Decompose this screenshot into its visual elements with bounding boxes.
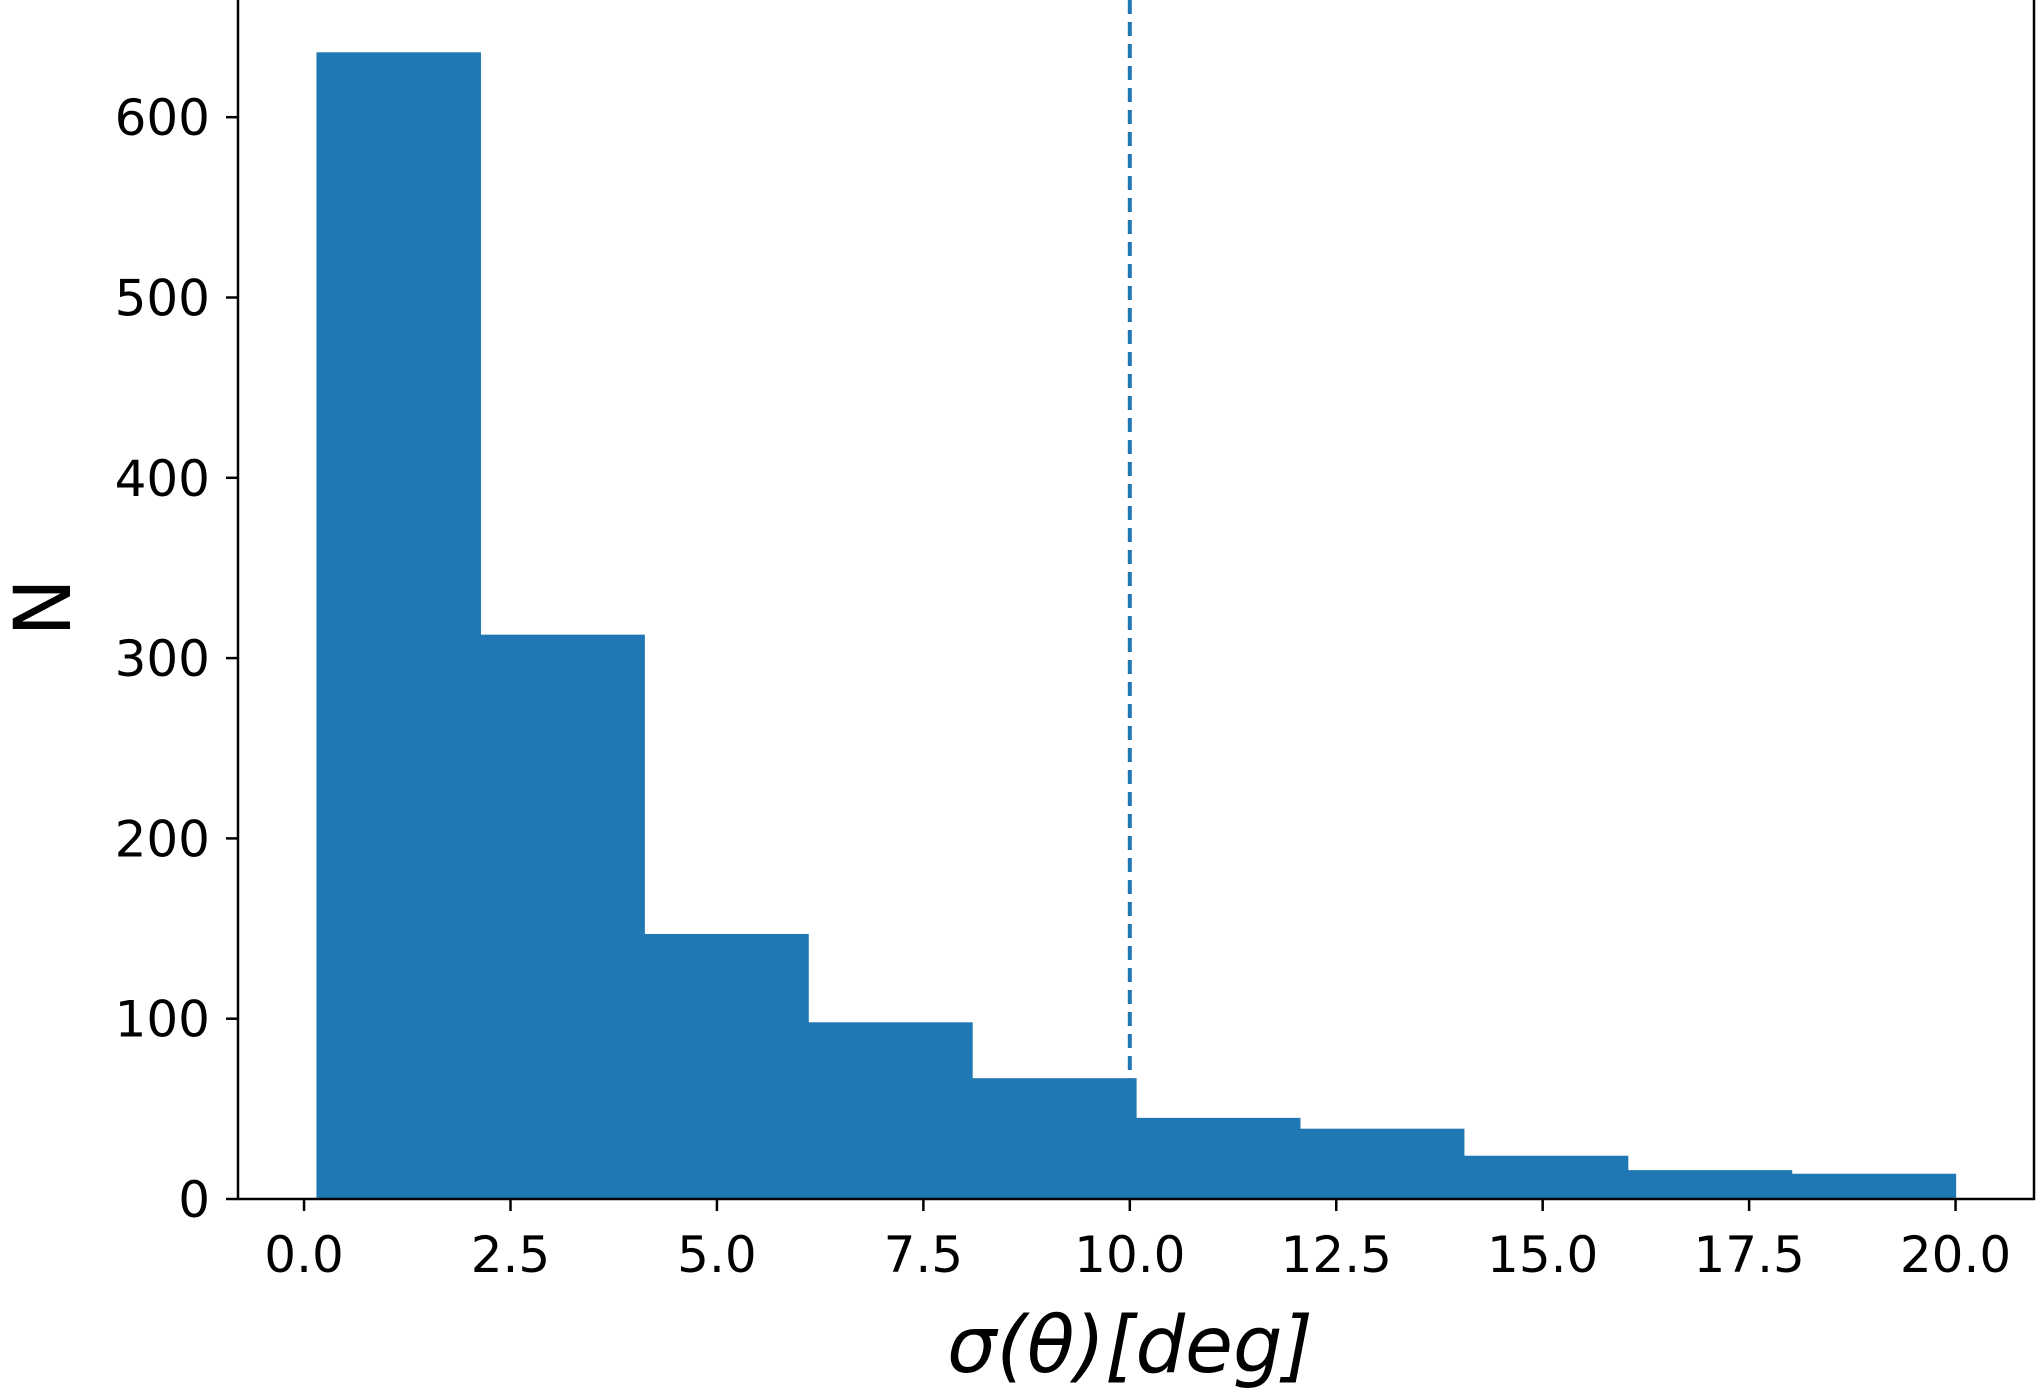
y-tick-label: 100 <box>115 991 210 1049</box>
y-tick-label: 600 <box>115 89 210 147</box>
histogram-bar-0 <box>316 52 481 1199</box>
histogram-bar-8 <box>1627 1170 1793 1199</box>
y-tick-label: 0 <box>178 1171 210 1229</box>
histogram-bar-3 <box>808 1022 973 1199</box>
x-axis-ticks: 0.0 2.5 5.0 7.5 10.0 12.5 15.0 17.5 20.0 <box>264 1199 2011 1284</box>
x-tick-label: 5.0 <box>677 1226 757 1284</box>
histogram-bar-2 <box>644 933 809 1199</box>
histogram-bar-4 <box>972 1078 1137 1199</box>
x-tick-label: 17.5 <box>1693 1226 1804 1284</box>
x-tick-label: 20.0 <box>1900 1226 2011 1284</box>
x-tick-label: 15.0 <box>1487 1226 1598 1284</box>
histogram-bar-1 <box>480 634 645 1199</box>
histogram-bars <box>316 52 1957 1199</box>
x-tick-label: 2.5 <box>471 1226 551 1284</box>
x-tick-label: 10.0 <box>1074 1226 1185 1284</box>
histogram-bar-7 <box>1463 1155 1629 1199</box>
y-axis-ticks: 0 100 200 300 400 500 600 <box>115 89 238 1229</box>
x-tick-label: 12.5 <box>1281 1226 1392 1284</box>
y-tick-label: 500 <box>115 269 210 327</box>
histogram-bar-9 <box>1791 1173 1957 1199</box>
y-tick-label: 200 <box>115 810 210 868</box>
x-axis-label: σ(θ)[deg] <box>947 1301 1313 1388</box>
y-axis-label: N <box>0 578 89 636</box>
plot-frame <box>236 0 2036 1201</box>
x-tick-label: 7.5 <box>884 1226 964 1284</box>
histogram-bar-5 <box>1136 1117 1301 1199</box>
histogram-bar-6 <box>1299 1128 1465 1199</box>
x-tick-label: 0.0 <box>264 1226 344 1284</box>
y-tick-label: 300 <box>115 630 210 688</box>
y-tick-label: 400 <box>115 450 210 508</box>
